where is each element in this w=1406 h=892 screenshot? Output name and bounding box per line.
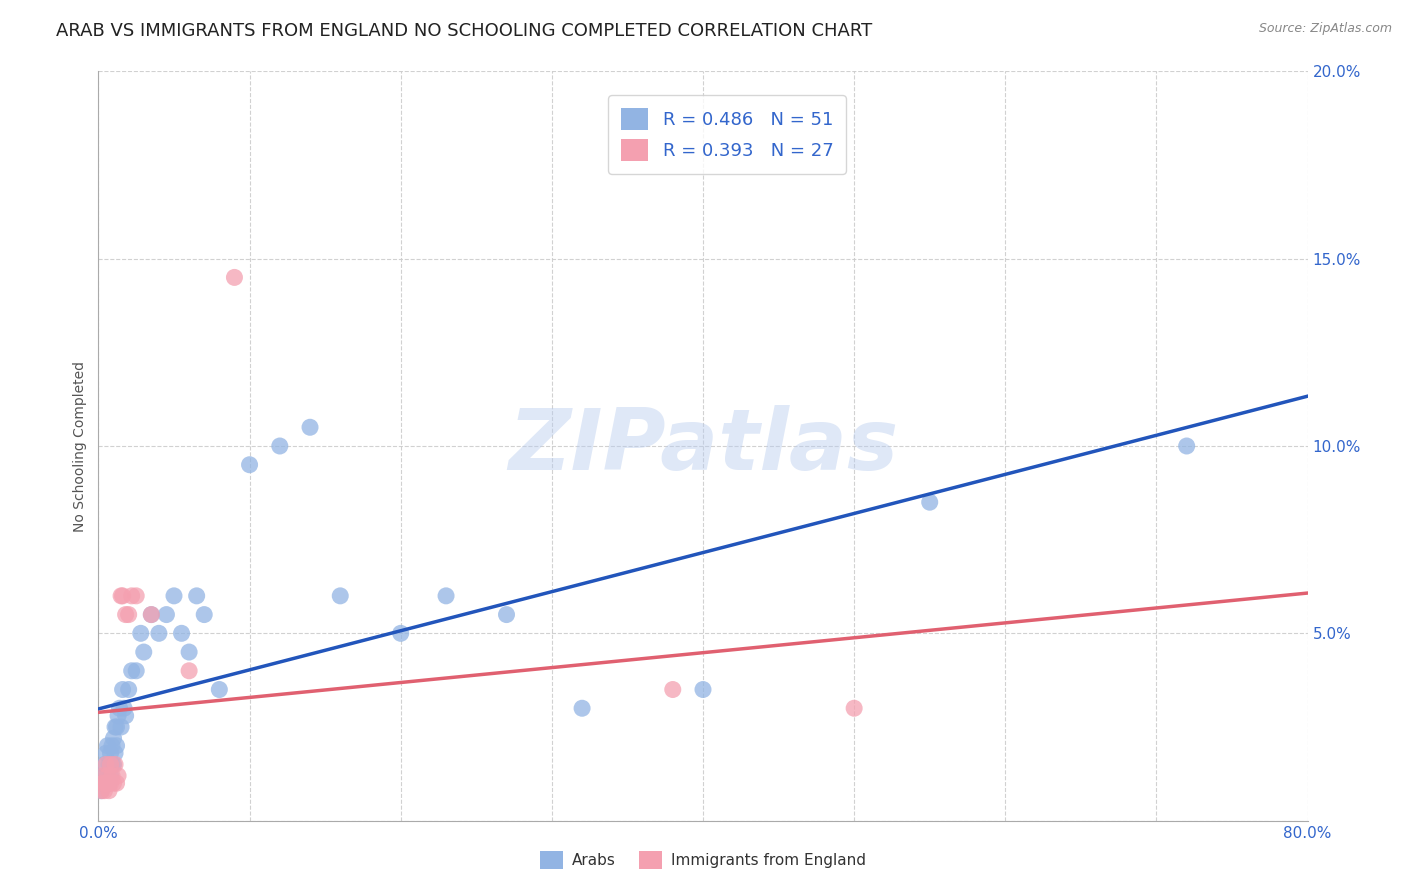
Point — [112, 701, 135, 715]
Point — [101, 739, 124, 753]
Point — [434, 589, 457, 603]
Point — [118, 682, 141, 697]
Point — [103, 757, 125, 772]
Point — [163, 589, 186, 603]
Point — [114, 708, 136, 723]
Point — [118, 607, 141, 622]
Point — [1175, 439, 1198, 453]
Point — [91, 776, 114, 790]
Point — [103, 731, 125, 746]
Point — [94, 746, 117, 760]
Text: Source: ZipAtlas.com: Source: ZipAtlas.com — [1258, 22, 1392, 36]
Point — [121, 589, 143, 603]
Point — [96, 769, 118, 783]
Point — [193, 607, 215, 622]
Point — [495, 607, 517, 622]
Point — [94, 776, 117, 790]
Point — [155, 607, 177, 622]
Legend: Arabs, Immigrants from England: Arabs, Immigrants from England — [534, 845, 872, 875]
Point — [571, 701, 593, 715]
Point — [94, 757, 117, 772]
Point — [101, 769, 124, 783]
Point — [93, 757, 115, 772]
Point — [125, 589, 148, 603]
Point — [91, 776, 114, 790]
Point — [111, 589, 134, 603]
Point — [96, 739, 118, 753]
Point — [170, 626, 193, 640]
Point — [100, 746, 122, 760]
Point — [111, 682, 134, 697]
Point — [93, 783, 115, 797]
Point — [96, 769, 118, 783]
Point — [114, 607, 136, 622]
Point — [661, 682, 683, 697]
Point — [110, 589, 132, 603]
Point — [101, 757, 124, 772]
Point — [104, 757, 127, 772]
Point — [918, 495, 941, 509]
Point — [224, 270, 246, 285]
Point — [98, 757, 121, 772]
Point — [90, 783, 112, 797]
Point — [100, 769, 122, 783]
Point — [692, 682, 714, 697]
Point — [121, 664, 143, 678]
Text: ZIPatlas: ZIPatlas — [508, 404, 898, 488]
Point — [93, 769, 115, 783]
Point — [389, 626, 412, 640]
Point — [100, 776, 122, 790]
Point — [107, 769, 129, 783]
Point — [269, 439, 291, 453]
Point — [329, 589, 352, 603]
Point — [299, 420, 322, 434]
Point — [94, 776, 117, 790]
Point — [239, 458, 262, 472]
Point — [104, 746, 127, 760]
Point — [844, 701, 866, 715]
Y-axis label: No Schooling Completed: No Schooling Completed — [73, 360, 87, 532]
Point — [141, 607, 163, 622]
Point — [107, 708, 129, 723]
Point — [98, 776, 121, 790]
Point — [110, 720, 132, 734]
Point — [132, 645, 155, 659]
Point — [186, 589, 208, 603]
Point — [125, 664, 148, 678]
Point — [98, 783, 121, 797]
Point — [105, 739, 128, 753]
Point — [108, 701, 131, 715]
Point — [104, 720, 127, 734]
Text: ARAB VS IMMIGRANTS FROM ENGLAND NO SCHOOLING COMPLETED CORRELATION CHART: ARAB VS IMMIGRANTS FROM ENGLAND NO SCHOO… — [56, 22, 873, 40]
Point — [91, 769, 114, 783]
Point — [96, 776, 118, 790]
Point — [100, 757, 122, 772]
Point — [105, 720, 128, 734]
Point — [90, 783, 112, 797]
Point — [103, 776, 125, 790]
Point — [105, 776, 128, 790]
Point — [148, 626, 170, 640]
Point — [129, 626, 152, 640]
Legend: R = 0.486   N = 51, R = 0.393   N = 27: R = 0.486 N = 51, R = 0.393 N = 27 — [609, 95, 846, 174]
Point — [179, 664, 201, 678]
Point — [179, 645, 201, 659]
Point — [141, 607, 163, 622]
Point — [208, 682, 231, 697]
